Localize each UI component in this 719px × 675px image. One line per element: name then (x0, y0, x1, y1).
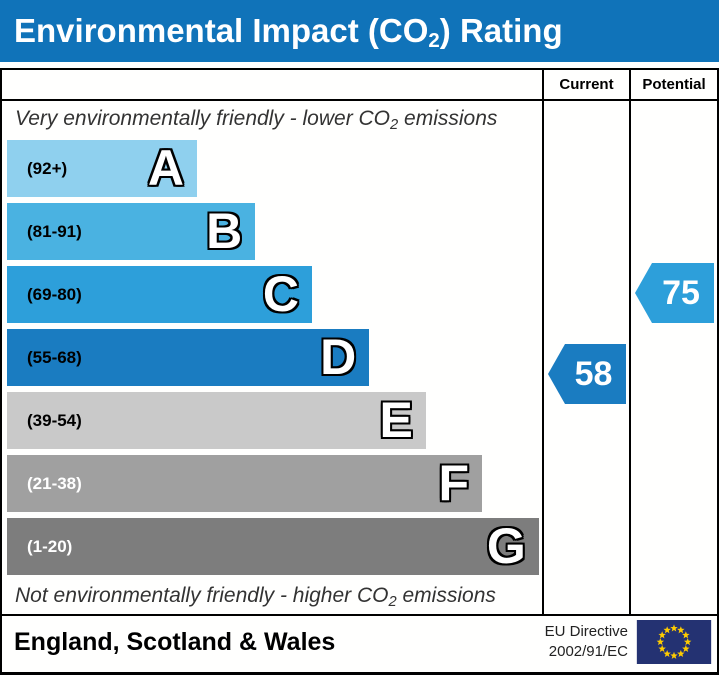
band-bar-d: (55-68) D (7, 329, 370, 386)
current-column-body: 58 (544, 101, 629, 614)
band-row-c: (69-80) C (2, 263, 542, 326)
current-rating-value: 58 (574, 354, 613, 393)
eu-directive-label: EU Directive 2002/91/EC (544, 623, 628, 660)
eu-flag-icon (636, 620, 712, 664)
band-letter-b: B (206, 203, 243, 259)
band-bar-b: (81-91) B (7, 203, 256, 260)
band-bar-g: (1-20) G (7, 518, 539, 575)
potential-rating-value: 75 (662, 273, 700, 312)
rating-table: Very environmentally friendly - lower CO… (0, 68, 719, 675)
band-bar-c: (69-80) C (7, 266, 312, 323)
band-range-g: (1-20) (27, 536, 73, 556)
current-column: Current 58 (542, 70, 629, 614)
bands-column-body: Very environmentally friendly - lower CO… (2, 101, 542, 614)
bottom-note: Not environmentally friendly - higher CO… (15, 584, 496, 611)
band-range-a: (92+) (27, 158, 68, 178)
footer: England, Scotland & Wales EU Directive 2… (2, 616, 717, 668)
band-letter-e: E (379, 392, 413, 448)
potential-column-body: 75 (631, 101, 717, 614)
bands-column-header (2, 70, 542, 101)
band-letter-a: A (147, 140, 184, 196)
band-row-a: (92+) A (2, 137, 542, 200)
band-letter-d: D (320, 329, 357, 385)
chart-title: Environmental Impact (CO2) Rating (14, 12, 563, 53)
band-range-f: (21-38) (27, 473, 82, 493)
band-range-b: (81-91) (27, 221, 82, 241)
band-row-g: (1-20) G (2, 515, 542, 578)
band-row-b: (81-91) B (2, 200, 542, 263)
potential-column-header: Potential (631, 70, 717, 101)
co2-subscript: 2 (428, 29, 440, 53)
band-letter-c: C (262, 266, 299, 322)
bands-column: Very environmentally friendly - lower CO… (2, 70, 542, 614)
top-note: Very environmentally friendly - lower CO… (15, 107, 498, 134)
chart-title-bar: Environmental Impact (CO2) Rating (0, 0, 719, 62)
band-range-c: (69-80) (27, 284, 82, 304)
band-row-d: (55-68) D (2, 326, 542, 389)
band-bar-f: (21-38) F (7, 455, 483, 512)
band-row-f: (21-38) F (2, 452, 542, 515)
potential-rating-arrow: 75 (635, 263, 714, 323)
band-letter-g: G (486, 518, 526, 574)
band-row-e: (39-54) E (2, 389, 542, 452)
band-bar-a: (92+) A (7, 140, 197, 197)
rating-grid: Very environmentally friendly - lower CO… (2, 70, 717, 616)
current-rating-arrow: 58 (548, 344, 626, 404)
band-letter-f: F (438, 455, 470, 511)
band-range-d: (55-68) (27, 347, 82, 367)
current-column-header: Current (544, 70, 629, 101)
region-label: England, Scotland & Wales (14, 627, 336, 656)
potential-column: Potential 75 (629, 70, 717, 614)
band-bar-e: (39-54) E (7, 392, 426, 449)
band-range-e: (39-54) (27, 410, 82, 430)
